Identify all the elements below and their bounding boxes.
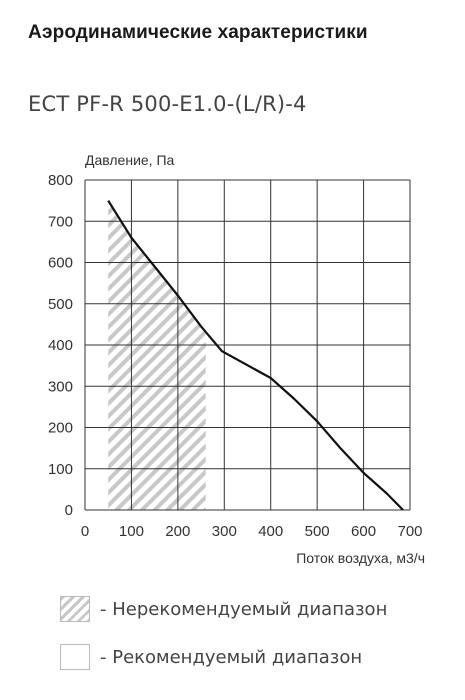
- x-tick-label: 700: [397, 523, 422, 540]
- legend-item-non-recommended: - Нерекомендуемый диапазон: [60, 596, 387, 622]
- x-tick-label: 0: [81, 523, 89, 540]
- legend-label: - Нерекомендуемый диапазон: [100, 598, 388, 620]
- performance-curve: [107, 200, 404, 510]
- y-tick-label: 300: [48, 378, 73, 395]
- plain-swatch: [60, 644, 90, 670]
- y-tick-label: 200: [48, 420, 73, 437]
- x-axis-label: Поток воздуха, м3/ч: [296, 550, 425, 566]
- x-tick-label: 400: [258, 523, 283, 540]
- x-tick-label: 500: [305, 523, 330, 540]
- legend-item-recommended: - Рекомендуемый диапазон: [60, 644, 362, 670]
- y-tick-label: 0: [65, 502, 73, 519]
- x-tick-label: 200: [165, 523, 190, 540]
- x-tick-label: 300: [212, 523, 237, 540]
- y-tick-label: 700: [48, 213, 73, 230]
- y-tick-label: 100: [48, 461, 73, 478]
- y-tick-label: 600: [48, 255, 73, 272]
- model-name: ECT PF-R 500-E1.0-(L/R)-4: [28, 92, 307, 116]
- x-tick-label: 600: [351, 523, 376, 540]
- y-tick-label: 400: [48, 337, 73, 354]
- y-tick-label: 800: [48, 172, 73, 189]
- pressure-flow-chart: 0 100 200 300 400 500 600 700 0 100 200 300 400 500 60…: [48, 152, 425, 566]
- y-tick-label: 500: [48, 296, 73, 313]
- hatched-swatch: [60, 596, 90, 622]
- page-title: Аэродинамические характеристики: [28, 22, 368, 43]
- legend-label: - Рекомендуемый диапазон: [100, 646, 363, 668]
- non-recommended-zone: [108, 200, 206, 510]
- x-tick-label: 100: [119, 523, 144, 540]
- y-axis-label: Давление, Па: [85, 152, 175, 168]
